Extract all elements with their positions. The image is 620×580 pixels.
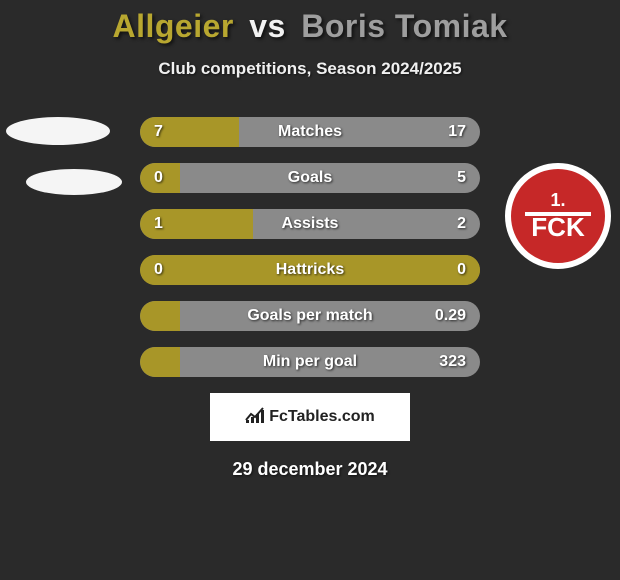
stat-label: Goals bbox=[140, 163, 480, 193]
bar-fill-p1 bbox=[140, 117, 239, 147]
stat-label: Goals per match bbox=[140, 301, 480, 331]
player2-club-logo: 1. FCK bbox=[505, 163, 611, 269]
stat-bar-row: Goals05 bbox=[140, 163, 480, 193]
badge-separator bbox=[525, 212, 591, 216]
stat-value-p2: 2 bbox=[457, 209, 466, 239]
badge-text-top: 1. bbox=[531, 192, 584, 208]
watermark-text: FcTables.com bbox=[269, 408, 375, 426]
bar-fill-p1 bbox=[140, 209, 253, 239]
comparison-title: Allgeier vs Boris Tomiak bbox=[0, 0, 620, 45]
stat-label: Min per goal bbox=[140, 347, 480, 377]
player2-name: Boris Tomiak bbox=[301, 8, 507, 44]
stat-bar-row: Assists12 bbox=[140, 209, 480, 239]
ellipse-icon bbox=[26, 169, 122, 195]
badge-text: 1. FCK bbox=[531, 192, 584, 240]
stat-bar-row: Min per goal323 bbox=[140, 347, 480, 377]
stat-bar-row: Goals per match0.29 bbox=[140, 301, 480, 331]
stat-bar-row: Hattricks00 bbox=[140, 255, 480, 285]
bar-fill-p1 bbox=[140, 255, 480, 285]
player1-name: Allgeier bbox=[112, 8, 233, 44]
stat-value-p2: 17 bbox=[448, 117, 466, 147]
ellipse-icon bbox=[6, 117, 110, 145]
bar-fill-p1 bbox=[140, 301, 180, 331]
stat-value-p2: 0.29 bbox=[435, 301, 466, 331]
player1-club-logo bbox=[6, 111, 112, 217]
comparison-chart: 1. FCK Matches717 Goals05 Assists12 Hattric… bbox=[0, 117, 620, 377]
bar-fill-p1 bbox=[140, 163, 180, 193]
fctables-watermark: FcTables.com bbox=[210, 393, 410, 441]
stat-bars: Matches717 Goals05 Assists12 Hattricks00 Goa… bbox=[140, 117, 480, 377]
stat-value-p2: 5 bbox=[457, 163, 466, 193]
stat-value-p2: 323 bbox=[439, 347, 466, 377]
badge-text-bottom: FCK bbox=[531, 216, 584, 239]
chart-icon bbox=[245, 406, 265, 429]
date-text: 29 december 2024 bbox=[0, 459, 620, 480]
vs-text: vs bbox=[249, 8, 286, 44]
stat-bar-row: Matches717 bbox=[140, 117, 480, 147]
club-badge-icon: 1. FCK bbox=[505, 163, 611, 269]
bar-fill-p1 bbox=[140, 347, 180, 377]
subtitle: Club competitions, Season 2024/2025 bbox=[0, 59, 620, 79]
